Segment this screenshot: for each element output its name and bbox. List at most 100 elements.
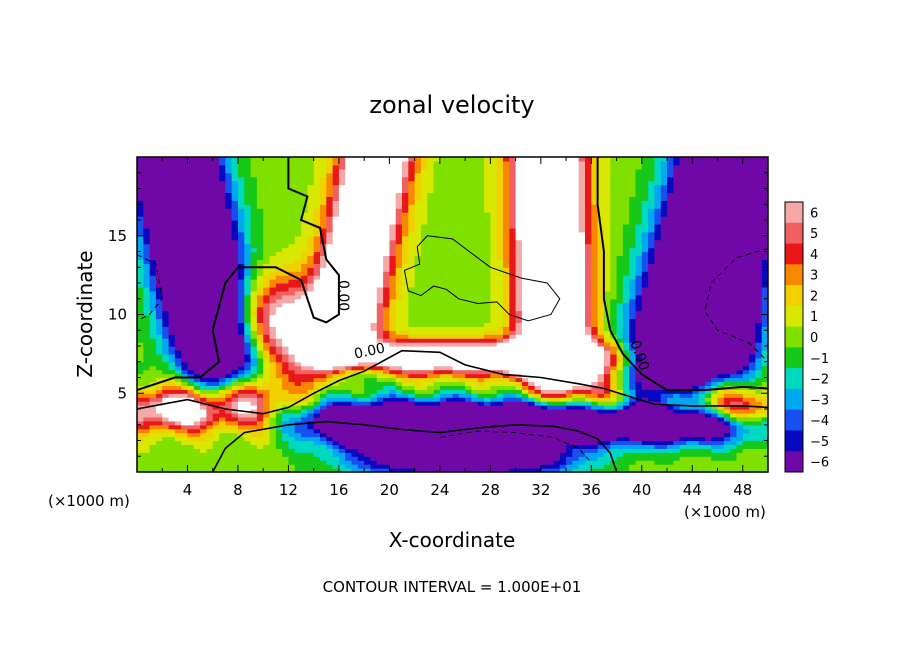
field-cell [502, 192, 510, 197]
field-cell [282, 357, 290, 363]
field-cell [420, 251, 491, 257]
field-cell [610, 271, 618, 276]
field-cell [502, 279, 510, 284]
field-cell [143, 239, 151, 245]
field-cell [206, 436, 220, 442]
field-cell [345, 373, 353, 379]
field-cell [256, 369, 264, 375]
field-cell [395, 259, 403, 264]
field-cell [206, 397, 226, 402]
field-cell [484, 188, 498, 194]
field-cell [168, 342, 176, 347]
field-cell [181, 349, 245, 355]
field-cell [237, 231, 245, 237]
field-cell [578, 172, 586, 178]
field-cell [749, 377, 756, 383]
field-cell [244, 357, 252, 363]
field-cell [521, 318, 586, 323]
field-cell [256, 184, 308, 190]
field-cell [376, 318, 384, 323]
field-cell [648, 231, 656, 237]
field-cell [319, 235, 327, 241]
field-cell [408, 322, 485, 327]
field-cell [250, 279, 258, 284]
field-cell [351, 373, 378, 379]
field-cell [521, 243, 586, 249]
field-cell [313, 239, 321, 245]
field-cell [414, 255, 491, 260]
field-cell [408, 334, 485, 339]
field-cell [269, 298, 277, 304]
chart-title: zonal velocity [369, 91, 534, 119]
field-cell [307, 397, 315, 402]
field-cell [269, 306, 277, 312]
colorbar-label: 3 [810, 269, 818, 284]
field-cell [484, 401, 491, 406]
field-cell [616, 290, 624, 296]
field-cell [219, 176, 226, 182]
field-cell [667, 200, 768, 205]
field-cell [597, 247, 605, 253]
field-cell [155, 322, 163, 327]
field-cell [250, 164, 315, 170]
field-cell [319, 192, 327, 197]
field-cell [610, 275, 618, 280]
field-cell [282, 432, 290, 438]
field-cell [761, 342, 768, 347]
field-cell [149, 231, 233, 237]
field-cell [376, 306, 384, 312]
field-cell [648, 283, 763, 288]
field-cell [168, 322, 239, 327]
field-cell [288, 353, 296, 359]
field-cell [484, 180, 498, 186]
field-cell [610, 302, 618, 308]
field-cell [597, 342, 605, 347]
field-cell [408, 302, 491, 308]
field-cell [313, 160, 327, 166]
field-cell [635, 326, 756, 331]
field-cell [641, 220, 649, 225]
field-cell [616, 338, 624, 343]
field-cell [313, 275, 321, 280]
field-cell [275, 251, 302, 257]
field-cell [585, 318, 592, 323]
field-cell [610, 192, 637, 197]
field-cell [288, 416, 302, 422]
field-cell [389, 247, 397, 253]
field-cell [742, 369, 750, 375]
field-cell [622, 369, 630, 375]
field-cell [591, 298, 599, 304]
field-cell [402, 377, 435, 383]
field-cell [395, 200, 403, 205]
field-cell [155, 342, 163, 347]
field-cell [471, 385, 491, 390]
field-cell [395, 279, 403, 284]
field-cell [427, 164, 435, 170]
field-cell [332, 192, 340, 197]
field-cell [174, 432, 189, 438]
field-cell [761, 361, 768, 367]
field-cell [585, 164, 592, 170]
field-cell [660, 227, 768, 233]
field-cell [137, 373, 176, 379]
field-cell [635, 188, 649, 194]
field-cell [225, 401, 233, 406]
field-cell [187, 389, 195, 394]
field-cell [559, 452, 573, 457]
field-cell [244, 192, 258, 197]
field-cell [641, 200, 656, 205]
field-cell [237, 247, 245, 253]
field-cell [509, 231, 517, 237]
y-tick-label: 5 [117, 384, 127, 402]
field-cell [402, 255, 409, 260]
field-cell [326, 235, 334, 241]
field-cell [585, 216, 592, 221]
field-cell [679, 448, 712, 453]
field-cell [326, 212, 334, 217]
field-cell [143, 227, 151, 233]
field-cell [603, 247, 611, 253]
field-cell [155, 385, 163, 390]
field-cell [237, 223, 245, 229]
field-cell [269, 349, 277, 355]
field-cell [502, 251, 510, 257]
